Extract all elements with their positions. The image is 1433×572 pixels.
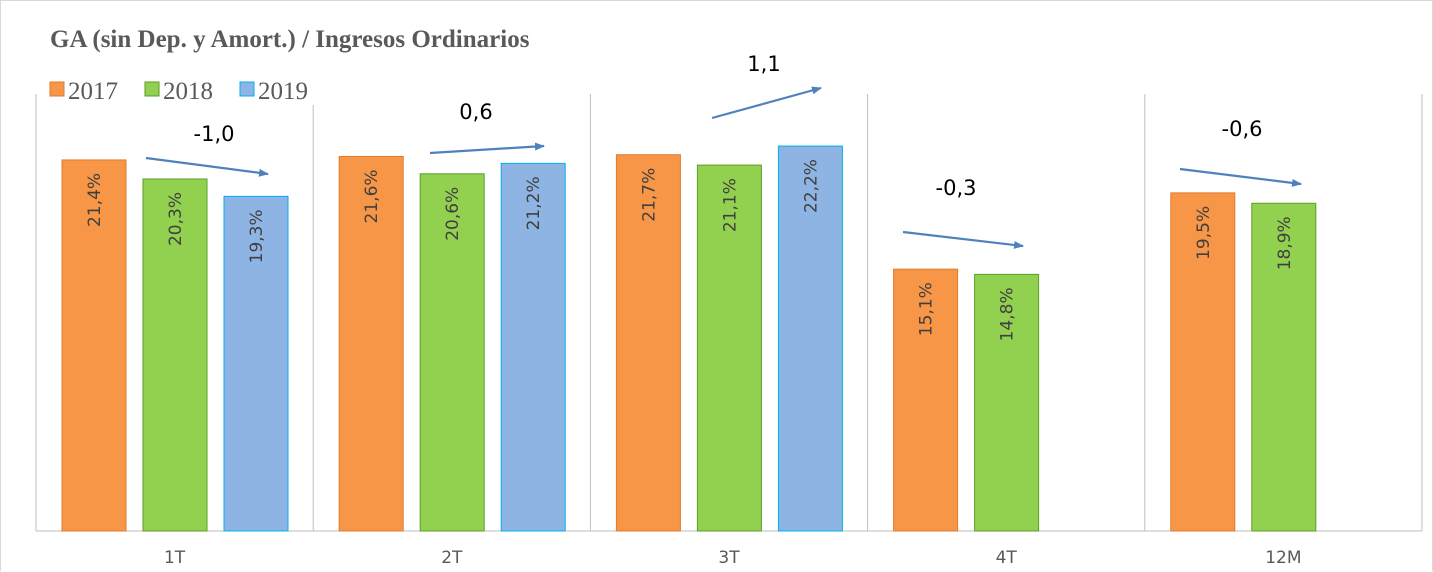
data-label: 22,2% (801, 159, 821, 213)
data-label: 18,9% (1275, 216, 1295, 270)
trend-arrow (903, 232, 1023, 246)
delta-annotation: -0,6 (1222, 117, 1263, 141)
x-tick-label: 2T (441, 548, 463, 568)
legend-swatch (50, 82, 64, 96)
data-label: 19,5% (1194, 206, 1214, 260)
data-label: 21,1% (720, 178, 740, 232)
delta-annotation: 1,1 (747, 52, 780, 76)
legend-label: 2019 (258, 78, 308, 105)
trend-arrow (1180, 169, 1301, 184)
delta-annotation: -0,3 (936, 176, 977, 200)
data-label: 20,3% (166, 192, 186, 246)
data-label: 21,7% (639, 168, 659, 222)
legend-label: 2017 (68, 78, 118, 105)
data-label: 15,1% (917, 282, 937, 336)
trend-arrow (712, 88, 821, 118)
data-label: 14,8% (998, 287, 1018, 341)
delta-annotation: -1,0 (194, 122, 235, 146)
data-label: 21,2% (524, 176, 544, 230)
x-tick-label: 3T (718, 548, 740, 568)
delta-annotation: 0,6 (459, 100, 492, 124)
data-label: 21,4% (85, 173, 105, 227)
trend-arrow (430, 146, 544, 153)
legend-swatch (145, 82, 159, 96)
x-tick-label: 4T (996, 548, 1018, 568)
legend-swatch (240, 82, 254, 96)
data-label: 21,6% (362, 169, 382, 223)
x-tick-label: 1T (164, 548, 186, 568)
x-tick-label: 12M (1265, 548, 1301, 568)
data-label: 20,6% (443, 187, 463, 241)
data-label: 19,3% (247, 209, 267, 263)
legend-label: 2018 (163, 78, 213, 105)
trend-arrow (146, 158, 268, 174)
chart-title: GA (sin Dep. y Amort.) / Ingresos Ordina… (50, 26, 530, 53)
